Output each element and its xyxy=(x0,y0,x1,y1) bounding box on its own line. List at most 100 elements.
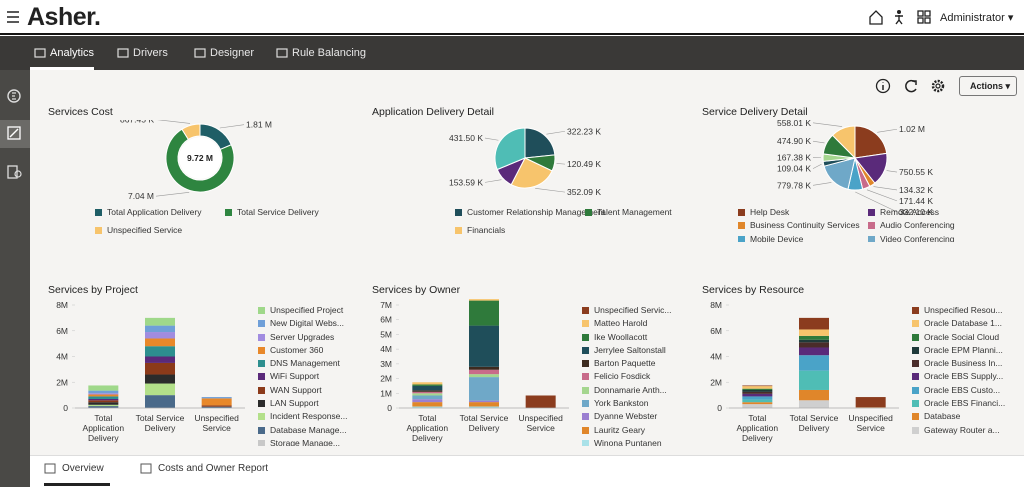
legend-swatch xyxy=(258,360,265,368)
legend-label: Remote Access xyxy=(880,207,940,217)
legend-label: Gateway Router a... xyxy=(924,424,1000,435)
bar-segment xyxy=(145,338,175,347)
y-tick-label: 4M xyxy=(56,352,68,362)
legend-swatch xyxy=(258,386,265,394)
nav-tab-label: Drivers xyxy=(133,47,168,59)
leader-line xyxy=(535,188,566,193)
legend-label: Oracle EBS Supply... xyxy=(924,371,1004,382)
legend-swatch xyxy=(868,222,875,230)
bar-segment xyxy=(88,404,119,407)
leader-line xyxy=(855,191,898,213)
footer-tab-label: Costs and Owner Report xyxy=(158,463,269,474)
legend-item: Help Desk xyxy=(738,206,868,219)
leader-line xyxy=(157,120,191,124)
legend-item: Gateway Router a... xyxy=(912,424,1012,437)
bar-segment xyxy=(742,396,773,400)
chart-title: Services by Owner xyxy=(372,284,461,296)
legend-swatch xyxy=(455,227,462,234)
bar-chart: 0 2M 4M 6M 8M xyxy=(710,300,899,413)
legend-swatch xyxy=(912,333,919,341)
legend: Unspecified Servic... Matteo Harold Ike Wo… xyxy=(582,304,682,446)
bar-segment xyxy=(799,400,829,408)
nav-tab[interactable]: Drivers xyxy=(113,36,168,70)
menu-icon[interactable] xyxy=(6,11,20,23)
y-tick-label: 0 xyxy=(63,403,68,413)
settings-icon[interactable] xyxy=(931,79,945,93)
tab-icon xyxy=(194,48,206,58)
footer-tab[interactable]: Costs and Owner Report xyxy=(140,456,274,486)
nav-tab[interactable]: Rule Balancing xyxy=(272,36,366,70)
bar-segment xyxy=(201,406,232,408)
actions-button[interactable]: Actions ▾ xyxy=(959,76,1017,96)
bar-segment xyxy=(88,385,119,391)
sidebar-icons xyxy=(0,89,30,179)
legend-label: Audio Conferencing xyxy=(880,220,955,231)
legend-item: Incident Response... xyxy=(258,410,358,423)
legend-swatch xyxy=(225,209,232,216)
person-icon[interactable] xyxy=(895,10,903,25)
chart-title: Service Delivery Detail xyxy=(702,106,808,118)
legend-item: Oracle EBS Financi... xyxy=(912,397,1012,410)
data-label: 867.45 K xyxy=(120,120,154,125)
bar-segment xyxy=(412,393,443,396)
model-icon[interactable] xyxy=(7,126,21,140)
leader-line xyxy=(877,128,898,133)
y-tick-label: 7M xyxy=(380,300,392,310)
leader-line xyxy=(812,182,832,186)
y-tick-label: 8M xyxy=(710,300,722,310)
chart-title: Services by Project xyxy=(48,284,138,296)
pie-slice xyxy=(524,127,556,159)
legend-item: Donnamarie Anth... xyxy=(582,384,682,397)
legend-item: Jerrylee Saltonstall xyxy=(582,344,682,357)
data-label: 109.04 K xyxy=(777,164,811,174)
legend-label: Server Upgrades xyxy=(270,331,335,342)
bar-segment xyxy=(88,393,119,395)
tab-icon-shape xyxy=(276,48,288,58)
x-tick-label: Total Service Delivery xyxy=(135,413,185,433)
bar-segment xyxy=(201,397,232,399)
data-label: 153.59 K xyxy=(449,177,483,187)
y-tick-label: 8M xyxy=(56,300,68,310)
legend-item: LAN Support xyxy=(258,397,358,410)
legend-label: Dyanne Webster xyxy=(594,411,658,422)
nav-tab-label: Rule Balancing xyxy=(292,47,366,59)
bar-segment xyxy=(855,397,886,408)
tab-icon xyxy=(34,48,46,58)
refresh-icon[interactable] xyxy=(905,79,917,93)
legend-label: WiFi Support xyxy=(270,371,320,382)
legend: Unspecified Project New Digital Webs... Se… xyxy=(258,304,358,446)
bar-segment xyxy=(799,355,829,371)
bar-segment xyxy=(742,385,773,387)
legend-label: Mobile Device xyxy=(750,233,804,242)
user-menu[interactable]: Administrator ▾ xyxy=(940,12,1014,24)
nav-tab[interactable]: Analytics xyxy=(30,36,95,70)
y-tick-label: 0 xyxy=(387,403,392,413)
bar-segment xyxy=(412,402,443,407)
x-tick-label: Total Application Delivery xyxy=(736,413,779,443)
footer-tab[interactable]: Overview xyxy=(44,456,110,486)
info-icon[interactable] xyxy=(875,78,891,94)
logo[interactable]: Asher. xyxy=(27,3,101,31)
y-tick-label: 0 xyxy=(717,403,722,413)
pie-slice xyxy=(854,125,888,159)
home-icon[interactable] xyxy=(869,10,883,25)
legend-label: Matteo Harold xyxy=(594,318,648,329)
bar-segment xyxy=(145,346,175,357)
nav-tab[interactable]: Designer xyxy=(190,36,254,70)
leader-line xyxy=(812,122,843,127)
cost-icon[interactable] xyxy=(7,89,21,103)
bar-segment xyxy=(469,366,499,370)
bar-segment xyxy=(799,370,829,390)
leader-line xyxy=(812,140,825,144)
legend-item: Oracle Business In... xyxy=(912,357,1012,370)
actions-label: Actions xyxy=(970,81,1004,91)
data-label: 1.02 M xyxy=(899,124,925,134)
legend-label: Oracle Database 1... xyxy=(924,318,1002,329)
report-icon[interactable] xyxy=(7,165,22,179)
donut-center xyxy=(179,137,221,179)
legend-swatch xyxy=(582,439,589,446)
bar-segment xyxy=(88,406,119,408)
apps-icon[interactable] xyxy=(917,10,931,24)
y-tick-label: 6M xyxy=(710,326,722,336)
legend-item: Server Upgrades xyxy=(258,331,358,344)
